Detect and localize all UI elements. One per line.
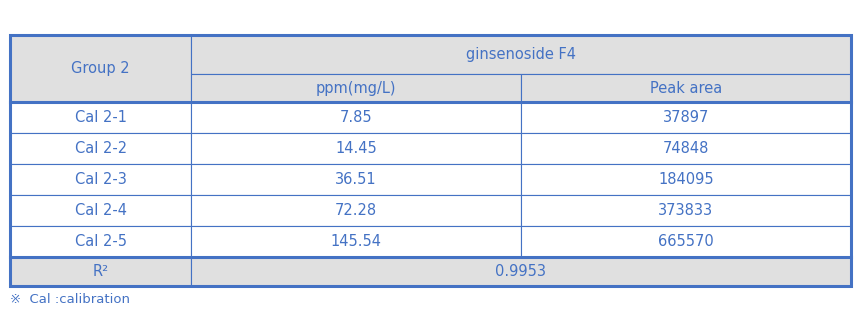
Bar	[191, 134, 521, 164]
Text: 36.51: 36.51	[335, 172, 377, 188]
Bar	[191, 35, 851, 74]
Bar	[191, 195, 521, 226]
Text: Cal 2-4: Cal 2-4	[75, 203, 127, 218]
Text: 0.9953: 0.9953	[495, 264, 547, 279]
Text: 14.45: 14.45	[335, 141, 377, 156]
Bar	[10, 35, 191, 103]
Text: ppm(mg/L): ppm(mg/L)	[316, 81, 396, 95]
Bar	[10, 35, 851, 286]
Text: 665570: 665570	[658, 234, 714, 249]
Text: Cal 2-5: Cal 2-5	[75, 234, 127, 249]
Bar	[521, 195, 851, 226]
Text: Group 2: Group 2	[71, 61, 130, 76]
Bar	[521, 103, 851, 134]
Text: 74848: 74848	[663, 141, 709, 156]
Bar	[10, 164, 191, 195]
Text: Cal 2-1: Cal 2-1	[75, 111, 127, 125]
Text: 184095: 184095	[658, 172, 714, 188]
Text: 7.85: 7.85	[340, 111, 373, 125]
Bar	[191, 226, 521, 257]
Bar	[10, 134, 191, 164]
Text: 37897: 37897	[663, 111, 709, 125]
Text: Cal 2-3: Cal 2-3	[75, 172, 127, 188]
Text: 145.54: 145.54	[331, 234, 381, 249]
Bar	[10, 226, 191, 257]
Text: Peak area: Peak area	[650, 81, 722, 95]
Text: 72.28: 72.28	[335, 203, 377, 218]
Text: ※  Cal :calibration: ※ Cal :calibration	[10, 293, 130, 306]
Bar	[10, 257, 191, 286]
Bar	[521, 164, 851, 195]
Text: 373833: 373833	[659, 203, 714, 218]
Bar	[191, 103, 521, 134]
Bar	[521, 74, 851, 103]
Bar	[191, 74, 521, 103]
Bar	[191, 164, 521, 195]
Bar	[10, 103, 191, 134]
Bar	[191, 257, 851, 286]
Text: Cal 2-2: Cal 2-2	[75, 141, 127, 156]
Bar	[10, 195, 191, 226]
Text: R²: R²	[93, 264, 108, 279]
Text: ginsenoside F4: ginsenoside F4	[466, 46, 576, 62]
Bar	[521, 226, 851, 257]
Bar	[521, 134, 851, 164]
